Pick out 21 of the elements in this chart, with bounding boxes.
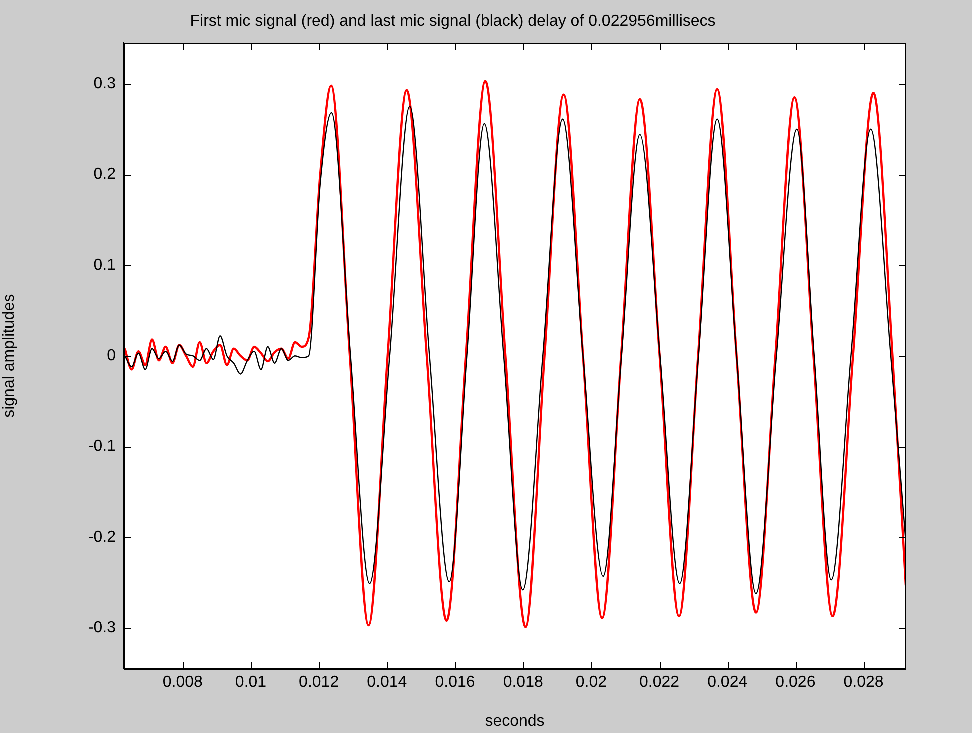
x-tick-label: 0.018: [503, 674, 544, 692]
y-tick-label: -0.3: [88, 620, 116, 637]
x-tick-label: 0.022: [639, 674, 680, 692]
y-tick-label: -0.1: [88, 438, 116, 456]
x-tick-label: 0.008: [162, 674, 204, 692]
y-tick-label: 0.1: [94, 256, 116, 274]
x-tick-label: 0.014: [367, 674, 408, 692]
y-tick-label: 0.3: [94, 75, 116, 92]
x-tick-label: 0.024: [708, 674, 748, 692]
x-tick-label: 0.026: [776, 674, 816, 692]
y-axis-title: signal amplitudes: [1, 294, 18, 418]
x-tick-label: 0.01: [235, 674, 267, 692]
x-tick-label: 0.028: [844, 674, 884, 692]
x-tick-label: 0.02: [576, 674, 608, 692]
x-axis-title: seconds: [485, 712, 545, 730]
chart-title: First mic signal (red) and last mic signal (black) delay of 0.022956millisecs: [190, 13, 716, 30]
y-tick-label: -0.2: [88, 528, 116, 546]
x-tick-label: 0.016: [435, 674, 476, 692]
x-tick-label: 0.012: [299, 674, 340, 692]
y-tick-label: 0: [107, 348, 116, 365]
y-tick-label: 0.2: [94, 166, 116, 184]
